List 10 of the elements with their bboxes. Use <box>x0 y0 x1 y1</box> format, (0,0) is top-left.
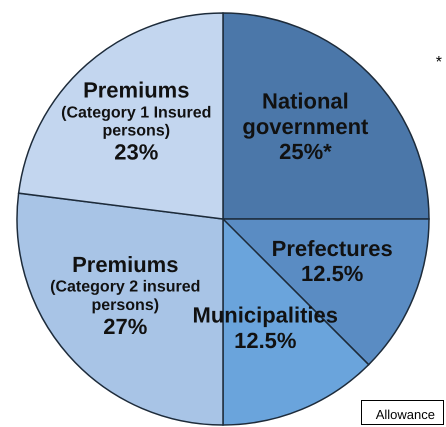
data-label: 12.5% <box>234 328 296 353</box>
slice-label: Prefectures <box>272 236 393 261</box>
slice-label: National government <box>242 88 370 139</box>
data-label: 27% <box>103 314 148 339</box>
data-label: 25%* <box>279 139 332 164</box>
text: * <box>436 54 442 72</box>
slice-label: Premiums (Category 1 Insured persons) <box>61 77 212 140</box>
data-label: 23% <box>114 139 158 164</box>
text: Allowance <box>360 400 444 425</box>
data-label: 12.5% <box>300 261 364 286</box>
